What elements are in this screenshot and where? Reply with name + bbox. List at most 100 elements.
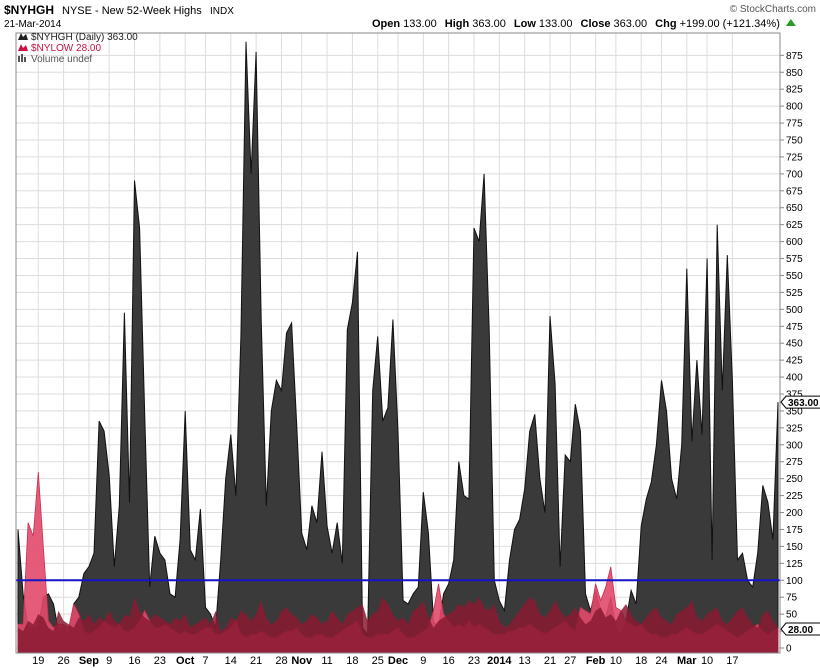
y-tick-label: 500 bbox=[786, 305, 803, 316]
y-tick-label: 300 bbox=[786, 440, 803, 451]
legend-bar-icon bbox=[21, 54, 23, 62]
x-tick-label: 10 bbox=[701, 655, 713, 667]
y-tick-label: 175 bbox=[786, 525, 803, 536]
ohlc-label: Close bbox=[581, 18, 611, 30]
legend: $NYHGH (Daily) 363.00 $NYLOW 28.00 Volum… bbox=[18, 32, 138, 65]
y-tick-label: 450 bbox=[786, 339, 803, 350]
y-tick-label: 550 bbox=[786, 271, 803, 282]
legend-area-icon bbox=[18, 44, 28, 51]
x-tick-label: Oct bbox=[176, 655, 195, 667]
x-tick-label: 19 bbox=[32, 655, 44, 667]
y-tick-label: 650 bbox=[786, 203, 803, 214]
x-tick-label: 9 bbox=[106, 655, 112, 667]
ohlc-label: Low bbox=[514, 18, 536, 30]
y-tick-label: 875 bbox=[786, 51, 803, 62]
up-triangle-icon bbox=[785, 19, 796, 26]
value-badge-box bbox=[780, 395, 820, 409]
y-tick-label: 800 bbox=[786, 102, 803, 113]
y-tick-label: 125 bbox=[786, 559, 803, 570]
x-tick-label: 18 bbox=[635, 655, 647, 667]
x-tick-label: 16 bbox=[443, 655, 455, 667]
x-tick-label: 24 bbox=[655, 655, 667, 667]
x-tick-label: Dec bbox=[388, 655, 408, 667]
value-badges: 363.00 28.00 bbox=[780, 395, 820, 636]
value-badge-box bbox=[780, 622, 820, 636]
y-tick-label: 400 bbox=[786, 373, 803, 384]
symbol-description: NYSE - New 52-Week Highs bbox=[62, 5, 202, 17]
x-tick-label: 16 bbox=[128, 655, 140, 667]
x-tick-label: 27 bbox=[564, 655, 576, 667]
x-tick-label: 21 bbox=[544, 655, 556, 667]
x-tick-label: 18 bbox=[346, 655, 358, 667]
series-area-nyhgh bbox=[17, 41, 779, 654]
y-axis: 0255075100125150175200225250275300325350… bbox=[780, 51, 803, 655]
ohlc-value: 363.00 bbox=[614, 18, 648, 30]
x-tick-label: Sep bbox=[79, 655, 99, 667]
y-tick-label: 825 bbox=[786, 85, 803, 96]
y-tick-label: 475 bbox=[786, 322, 803, 333]
x-tick-label: 17 bbox=[726, 655, 738, 667]
x-tick-label: 23 bbox=[154, 655, 166, 667]
y-tick-label: 350 bbox=[786, 406, 803, 417]
x-tick-label: 26 bbox=[57, 655, 69, 667]
legend-label: $NYLOW 28.00 bbox=[31, 43, 101, 54]
series-area-volume bbox=[18, 597, 778, 653]
y-tick-label: 575 bbox=[786, 254, 803, 265]
legend-area-icon bbox=[18, 33, 28, 40]
x-tick-label: 28 bbox=[275, 655, 287, 667]
y-tick-label: 725 bbox=[786, 152, 803, 163]
copyright[interactable]: © StockCharts.com bbox=[730, 4, 816, 15]
ohlc-value: +199.00 (+121.34%) bbox=[680, 18, 780, 30]
ohlc-value: 133.00 bbox=[539, 18, 573, 30]
y-tick-label: 50 bbox=[786, 610, 798, 621]
y-tick-label: 75 bbox=[786, 593, 798, 604]
value-badge-text: 28.00 bbox=[788, 625, 813, 636]
y-tick-label: 425 bbox=[786, 356, 803, 367]
ohlc-label: Open bbox=[372, 18, 400, 30]
y-tick-label: 100 bbox=[786, 576, 803, 587]
y-tick-label: 225 bbox=[786, 491, 803, 502]
y-tick-label: 250 bbox=[786, 474, 803, 485]
legend-item-volume: Volume undef bbox=[18, 54, 92, 65]
legend-item-nylow: $NYLOW 28.00 bbox=[18, 43, 101, 54]
x-tick-label: 23 bbox=[468, 655, 480, 667]
x-tick-label: 21 bbox=[250, 655, 262, 667]
x-tick-label: 11 bbox=[321, 655, 332, 667]
x-tick-label: Mar bbox=[677, 655, 697, 667]
chart-header: $NYHGH NYSE - New 52-Week Highs INDX 21-… bbox=[4, 3, 816, 30]
y-tick-label: 375 bbox=[786, 389, 803, 400]
y-tick-label: 325 bbox=[786, 423, 803, 434]
ohlc-row: Open 133.00 High 363.00 Low 133.00 Close 363.00… bbox=[372, 18, 796, 30]
ohlc-value: 133.00 bbox=[403, 18, 437, 30]
legend-bar-icon bbox=[24, 57, 26, 62]
y-tick-label: 600 bbox=[786, 237, 803, 248]
symbol-title: $NYHGH bbox=[4, 3, 54, 17]
y-tick-label: 150 bbox=[786, 542, 803, 553]
y-tick-label: 625 bbox=[786, 220, 803, 231]
y-tick-label: 275 bbox=[786, 457, 803, 468]
x-tick-label: 2014 bbox=[487, 655, 512, 667]
x-tick-label: 9 bbox=[420, 655, 426, 667]
x-tick-label: 13 bbox=[519, 655, 531, 667]
x-tick-label: Nov bbox=[291, 655, 313, 667]
y-tick-label: 700 bbox=[786, 169, 803, 180]
y-tick-label: 775 bbox=[786, 119, 803, 130]
legend-label: Volume undef bbox=[31, 54, 92, 65]
series-areas bbox=[17, 41, 779, 654]
value-badge-text: 363.00 bbox=[788, 398, 819, 409]
y-tick-label: 675 bbox=[786, 186, 803, 197]
legend-item-nyhgh: $NYHGH (Daily) 363.00 bbox=[18, 32, 138, 43]
y-tick-label: 525 bbox=[786, 288, 803, 299]
x-tick-label: Feb bbox=[586, 655, 606, 667]
x-tick-label: 10 bbox=[610, 655, 622, 667]
y-tick-label: 750 bbox=[786, 135, 803, 146]
exchange-label: INDX bbox=[210, 6, 234, 17]
ohlc-label: Chg bbox=[655, 18, 676, 30]
legend-bar-icon bbox=[18, 56, 20, 62]
y-tick-label: 0 bbox=[786, 644, 792, 655]
y-tick-label: 850 bbox=[786, 68, 803, 79]
legend-label: $NYHGH (Daily) 363.00 bbox=[31, 32, 138, 43]
x-tick-label: 25 bbox=[372, 655, 384, 667]
x-tick-label: 14 bbox=[225, 655, 237, 667]
